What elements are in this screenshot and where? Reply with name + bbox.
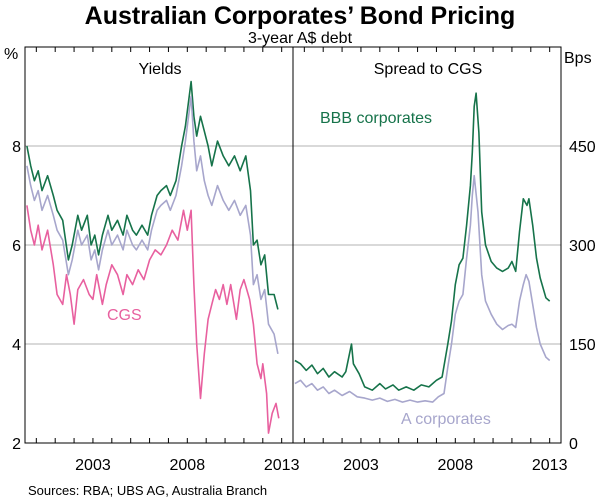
y-tick-label: 150 (569, 337, 596, 354)
series-spread (294, 92, 551, 403)
x-tick-label: 2008 (438, 457, 474, 474)
panel-title-spread: Spread to CGS (374, 61, 483, 78)
grid-spread (293, 145, 561, 345)
x-ticks-spread: 2003 2008 2013 (303, 47, 568, 474)
grid-yields (25, 145, 293, 345)
x-tick-label: 2003 (75, 457, 111, 474)
x-tick-label: 2013 (264, 457, 300, 474)
panel-title-yields: Yields (139, 61, 182, 78)
chart-source: Sources: RBA; UBS AG, Australia Branch (28, 483, 267, 498)
series-label-bbb-corporates: BBB corporates (320, 110, 432, 127)
y-tick-label: 450 (569, 139, 596, 156)
y-ticks-spread: 0 150 300 450 (569, 139, 596, 453)
x-tick-label: 2013 (532, 457, 568, 474)
series-yields (26, 80, 280, 434)
frame-spread (292, 46, 562, 444)
series-line-a-corporates-spread (294, 174, 551, 403)
series-line-cgs-yields (26, 205, 280, 434)
x-tick-label: 2003 (343, 457, 379, 474)
y-tick-label: 2 (12, 436, 21, 453)
y-tick-label: 0 (569, 436, 578, 453)
series-line-a-yields (26, 95, 279, 355)
y-unit-left: % (4, 46, 18, 63)
series-line-bbb-corporates-spread (294, 92, 551, 391)
y-tick-label: 4 (12, 337, 21, 354)
series-label-a-corporates: A corporates (401, 411, 491, 428)
series-line-bbb-yields (26, 80, 279, 310)
chart-subtitle: 3-year A$ debt (248, 30, 353, 47)
chart-title: Australian Corporates’ Bond Pricing (85, 2, 516, 30)
y-ticks-yields: 2 4 6 8 (12, 139, 21, 453)
x-ticks-yields: 2003 2008 2013 (35, 47, 300, 474)
x-tick-label: 2008 (170, 457, 206, 474)
y-tick-label: 8 (12, 139, 21, 156)
y-tick-label: 300 (569, 238, 596, 255)
panel-yields: 2003 2008 2013 2 4 6 8 Yields % CGS (4, 46, 300, 474)
panel-spread: 2003 2008 2013 0 150 300 450 Spread to CGS Bp… (292, 46, 596, 474)
series-label-cgs: CGS (107, 307, 142, 324)
y-unit-right: Bps (564, 50, 592, 67)
y-tick-label: 6 (12, 238, 21, 255)
